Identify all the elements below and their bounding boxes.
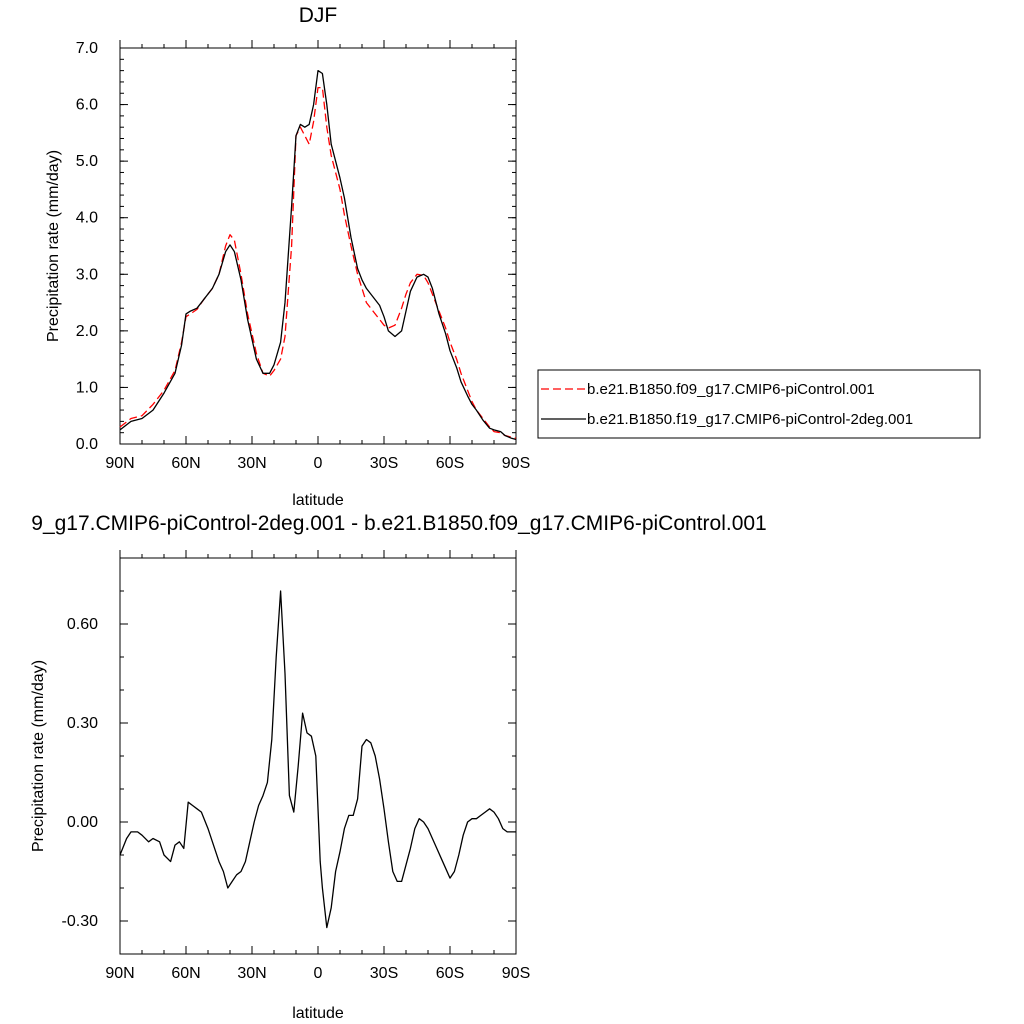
y-tick-label: 4.0 (76, 210, 98, 227)
series-line-0 (119, 590, 516, 929)
bottom-plot-y-axis-title: Precipitation rate (mm/day) (30, 660, 47, 852)
y-tick-label: 1.0 (76, 379, 98, 396)
x-tick-label: 60S (436, 965, 464, 982)
x-tick-label: 90S (502, 965, 530, 982)
legend-box (537, 369, 981, 439)
x-tick-label: 0 (314, 965, 323, 982)
top-plot-frame (119, 47, 517, 445)
y-tick-label: 6.0 (76, 97, 98, 114)
y-tick-label: 0.00 (67, 814, 98, 831)
bottom-plot-ticks (119, 550, 517, 955)
x-tick-label: 30S (370, 455, 398, 472)
series-line-0 (119, 86, 517, 439)
bottom-plot-title: 9_g17.CMIP6-piControl-2deg.001 - b.e21.B… (31, 512, 766, 535)
y-tick-label: 0.30 (67, 715, 98, 732)
x-tick-label: 30N (237, 455, 266, 472)
series-line-1 (119, 69, 517, 441)
x-tick-label: 0 (314, 455, 323, 472)
legend-label-f19: b.e21.B1850.f19_g17.CMIP6-piControl-2deg… (587, 411, 913, 428)
bottom-plot-y-tick-labels: -0.30 0.00 0.30 0.60 (62, 616, 99, 930)
y-tick-label: 5.0 (76, 153, 98, 170)
y-tick-label: 3.0 (76, 266, 98, 283)
x-tick-label: 60N (171, 965, 200, 982)
top-plot-y-tick-labels: 0.0 1.0 2.0 3.0 4.0 5.0 6.0 7.0 (76, 40, 98, 453)
top-plot-title: DJF (299, 4, 338, 27)
top-plot: DJF 90N 60N 30N 0 30S 60S 90S 0.0 1.0 2.0 3.0 4.0 5… (45, 4, 530, 509)
top-plot-y-axis-title: Precipitation rate (mm/day) (45, 150, 62, 342)
y-tick-label: 7.0 (76, 40, 98, 57)
top-plot-x-tick-labels: 90N 60N 30N 0 30S 60S 90S (105, 455, 530, 472)
bottom-plot: 9_g17.CMIP6-piControl-2deg.001 - b.e21.B… (30, 512, 767, 1022)
x-tick-label: 60N (171, 455, 200, 472)
x-tick-label: 30S (370, 965, 398, 982)
y-tick-label: -0.30 (62, 913, 99, 930)
x-tick-label: 60S (436, 455, 464, 472)
x-tick-label: 90N (105, 965, 134, 982)
bottom-plot-series (119, 590, 516, 929)
bottom-plot-x-axis-title: latitude (292, 1005, 344, 1022)
bottom-plot-frame (119, 557, 517, 955)
x-tick-label: 90S (502, 455, 530, 472)
bottom-plot-x-tick-labels: 90N 60N 30N 0 30S 60S 90S (105, 965, 530, 982)
x-tick-label: 30N (237, 965, 266, 982)
y-tick-label: 0.60 (67, 616, 98, 633)
legend: b.e21.B1850.f09_g17.CMIP6-piControl.001 … (537, 369, 981, 439)
legend-label-f09: b.e21.B1850.f09_g17.CMIP6-piControl.001 (587, 381, 875, 398)
top-plot-series (119, 69, 517, 441)
y-tick-label: 0.0 (76, 436, 98, 453)
y-tick-label: 2.0 (76, 323, 98, 340)
top-plot-x-axis-title: latitude (292, 492, 344, 509)
x-tick-label: 90N (105, 455, 134, 472)
top-plot-ticks (119, 40, 517, 445)
